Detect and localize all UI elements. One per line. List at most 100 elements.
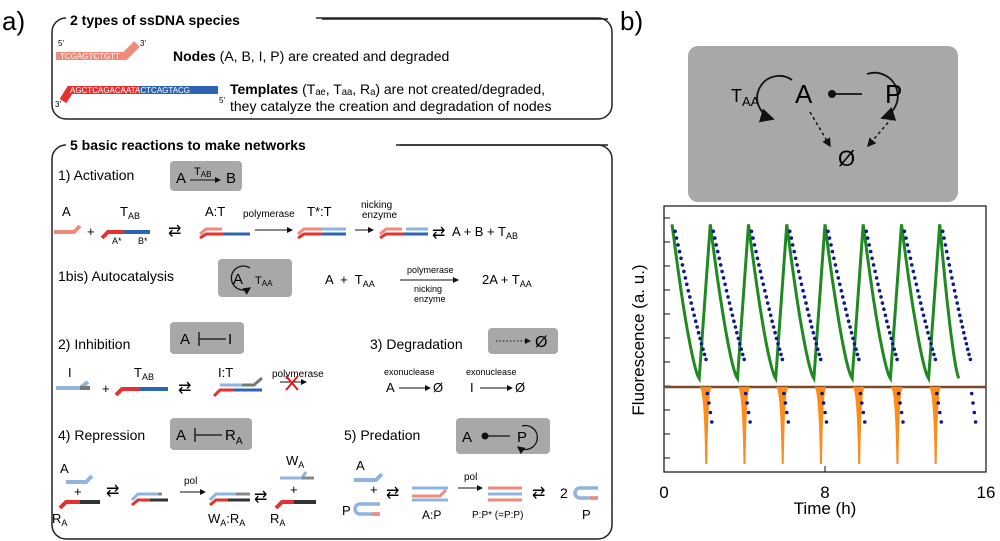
data-point xyxy=(851,336,855,341)
network-null: Ø xyxy=(838,146,855,171)
data-point xyxy=(911,269,916,274)
data-point xyxy=(790,243,795,247)
data-point xyxy=(899,410,904,415)
data-point xyxy=(721,276,726,280)
panel-b-label: b) xyxy=(620,6,643,36)
data-point xyxy=(792,249,796,254)
network-a: A xyxy=(795,79,813,109)
inhibition-polymerase: polymerase xyxy=(272,369,324,380)
autocatalysis-box-a: A xyxy=(233,271,243,288)
data-point xyxy=(677,249,682,254)
x-tick-label: 16 xyxy=(977,483,996,502)
data-point xyxy=(874,276,879,280)
box1-title: 2 types of ssDNA species xyxy=(70,12,240,28)
data-point xyxy=(935,391,939,396)
activation-products: A + B + TAB xyxy=(452,224,518,241)
data-point xyxy=(807,313,811,318)
data-point xyxy=(843,307,848,312)
model-predator-spike xyxy=(776,386,789,464)
inhibition-box-a: A xyxy=(180,331,190,348)
data-point xyxy=(959,319,963,324)
data-point xyxy=(951,282,956,287)
model-predator-spike xyxy=(890,386,903,464)
degradation-box xyxy=(488,328,558,354)
data-point xyxy=(679,256,683,261)
data-point xyxy=(701,347,705,352)
data-point xyxy=(948,269,953,274)
activation-eq1: ⇄ xyxy=(168,223,181,240)
data-point xyxy=(868,249,873,254)
x-axis-ticks: 0 8 16 xyxy=(659,466,995,502)
data-point xyxy=(836,276,841,280)
inhibition-plus: + xyxy=(102,381,110,396)
activation-a: A xyxy=(62,204,71,219)
data-point xyxy=(879,295,883,299)
data-point xyxy=(930,347,935,352)
data-point xyxy=(932,352,936,357)
x-tick-label: 0 xyxy=(659,483,668,502)
data-point xyxy=(921,313,926,318)
data-point xyxy=(811,330,816,335)
data-point xyxy=(955,301,959,305)
data-point xyxy=(892,347,896,352)
data-point xyxy=(918,301,923,305)
data-point xyxy=(673,229,677,234)
repression-a: A xyxy=(60,461,69,476)
data-point xyxy=(788,229,792,234)
inhibition-i: I xyxy=(68,365,72,380)
data-point xyxy=(969,391,974,396)
data-point xyxy=(686,288,691,293)
activation-astar: A* xyxy=(112,236,122,246)
data-point xyxy=(963,336,967,341)
data-point xyxy=(958,313,962,318)
activation-enzyme: enzyme xyxy=(362,210,397,221)
data-point xyxy=(739,347,743,352)
data-point xyxy=(693,319,698,324)
data-point xyxy=(924,325,929,329)
data-point xyxy=(808,319,813,324)
predation-p: P xyxy=(342,503,351,518)
data-point xyxy=(783,401,788,405)
data-point xyxy=(913,276,917,280)
inhibition-label: 2) Inhibition xyxy=(58,336,130,352)
data-point xyxy=(740,352,745,357)
data-point xyxy=(938,410,942,415)
inhibition-tab: TAB xyxy=(134,365,154,382)
data-point xyxy=(933,357,938,362)
data-point xyxy=(896,391,901,396)
data-point xyxy=(910,263,914,267)
data-point xyxy=(798,276,802,280)
data-point xyxy=(821,401,826,405)
data-point xyxy=(885,319,889,324)
data-point xyxy=(729,307,733,312)
data-point xyxy=(796,269,801,274)
data-point xyxy=(855,352,860,357)
data-point xyxy=(682,269,686,274)
fluorescence-chart: 0 8 16 Fluorescence (a. u.) Time (h) xyxy=(629,205,995,518)
data-point xyxy=(867,243,871,247)
activation-polymerase: polymerase xyxy=(243,209,295,220)
strand1-5prime: 5' xyxy=(58,39,64,48)
predation-ap: A:P xyxy=(422,508,441,522)
data-point xyxy=(733,325,738,329)
data-point xyxy=(832,256,836,261)
data-point xyxy=(714,243,718,247)
data-point xyxy=(801,288,805,293)
data-point xyxy=(893,352,898,357)
data-point xyxy=(705,391,710,396)
data-point xyxy=(718,263,723,267)
data-point xyxy=(726,295,730,299)
data-point xyxy=(905,243,910,247)
data-point xyxy=(776,342,780,346)
activation-box-b: B xyxy=(226,170,236,187)
data-point xyxy=(898,401,902,405)
data-point xyxy=(817,352,821,357)
data-point xyxy=(708,410,713,415)
data-point xyxy=(818,357,823,362)
data-point xyxy=(968,357,973,362)
data-point xyxy=(754,249,758,254)
x-axis-label: Time (h) xyxy=(794,499,857,518)
data-point xyxy=(689,301,693,305)
data-point xyxy=(890,342,895,346)
